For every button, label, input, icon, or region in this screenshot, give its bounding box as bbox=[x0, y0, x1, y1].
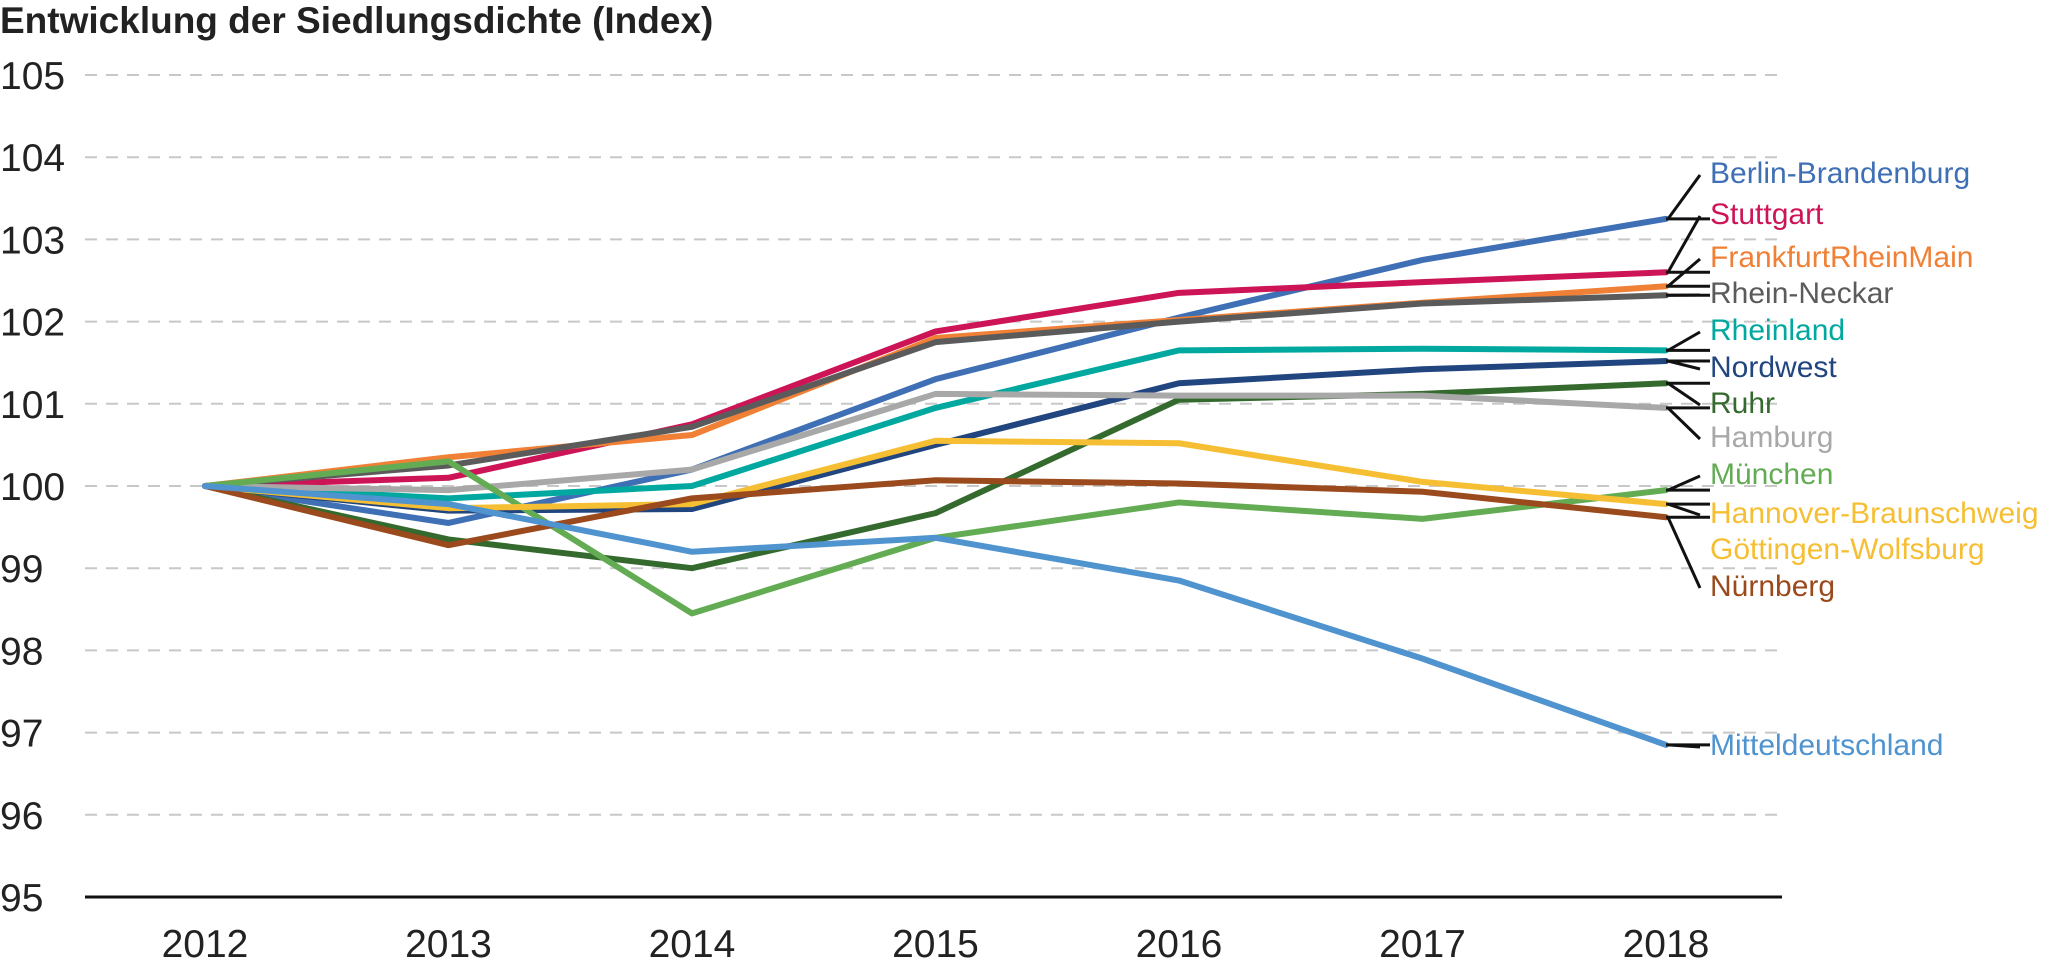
x-tick-label: 2012 bbox=[162, 923, 249, 960]
y-tick-label: 100 bbox=[0, 466, 65, 509]
series-label: Ruhr bbox=[1710, 387, 1775, 420]
series-label: Berlin-Brandenburg bbox=[1710, 157, 1970, 190]
series-label: Hamburg bbox=[1710, 421, 1833, 454]
leader-line bbox=[1667, 743, 1701, 749]
x-axis: 2012 2013 2014 2015 2016 2017 2018 bbox=[85, 895, 1782, 960]
leader-line bbox=[1666, 406, 1702, 441]
series-label: Hannover-Braunschweig bbox=[1710, 497, 2039, 530]
series-lines bbox=[202, 215, 1669, 748]
series-line bbox=[202, 215, 1669, 526]
leader-line bbox=[1667, 257, 1701, 288]
y-tick-label: 97 bbox=[0, 713, 43, 756]
y-tick-label: 98 bbox=[0, 630, 43, 673]
gridlines bbox=[85, 74, 1782, 816]
y-tick-label: 102 bbox=[0, 302, 65, 345]
leader-line bbox=[1666, 516, 1702, 589]
series-line bbox=[202, 345, 1669, 502]
series-line bbox=[202, 390, 1669, 494]
series-label: Nordwest bbox=[1710, 351, 1837, 384]
series-line bbox=[202, 437, 1669, 512]
series-labels: Berlin-Brandenburg Stuttgart FrankfurtRhei… bbox=[1666, 157, 2039, 762]
y-tick-label: 101 bbox=[0, 384, 65, 427]
series-label: Rheinland bbox=[1710, 314, 1845, 347]
leader-line bbox=[1667, 359, 1701, 371]
y-tick-label: 96 bbox=[0, 795, 43, 838]
series-label: Rhein-Neckar bbox=[1710, 277, 1893, 310]
y-tick-label: 105 bbox=[0, 55, 65, 98]
leader-line bbox=[1667, 382, 1701, 407]
y-tick-label: 99 bbox=[0, 548, 43, 591]
series-line bbox=[202, 477, 1669, 549]
y-tick-label: 95 bbox=[0, 877, 43, 920]
y-tick-label: 103 bbox=[0, 219, 65, 262]
leader-line bbox=[1667, 474, 1701, 492]
series-label: Göttingen-Wolfsburg bbox=[1710, 533, 1985, 566]
series-label: Mitteldeutschland bbox=[1710, 729, 1943, 762]
series-line bbox=[202, 292, 1669, 489]
series-line bbox=[202, 269, 1669, 489]
series-line bbox=[202, 283, 1669, 489]
y-axis: 95 96 97 98 99 100 101 102 103 104 105 bbox=[0, 55, 65, 920]
series-label: Stuttgart bbox=[1710, 198, 1824, 231]
y-tick-label: 104 bbox=[0, 137, 65, 180]
series-label: München bbox=[1710, 458, 1833, 491]
leader-line bbox=[1666, 174, 1702, 220]
series-line bbox=[202, 483, 1669, 748]
leader-line bbox=[1667, 502, 1701, 517]
x-tick-label: 2016 bbox=[1136, 923, 1223, 960]
x-tick-label: 2018 bbox=[1623, 923, 1710, 960]
leader-line bbox=[1666, 215, 1702, 274]
leader-line bbox=[1667, 330, 1701, 352]
series-label: FrankfurtRheinMain bbox=[1710, 241, 1973, 274]
series-label: Nürnberg bbox=[1710, 570, 1835, 603]
x-tick-label: 2015 bbox=[892, 923, 979, 960]
chart-title: Entwicklung der Siedlungsdichte (Index) bbox=[0, 0, 714, 41]
x-tick-label: 2014 bbox=[649, 923, 736, 960]
x-tick-label: 2013 bbox=[405, 923, 492, 960]
x-tick-label: 2017 bbox=[1379, 923, 1466, 960]
